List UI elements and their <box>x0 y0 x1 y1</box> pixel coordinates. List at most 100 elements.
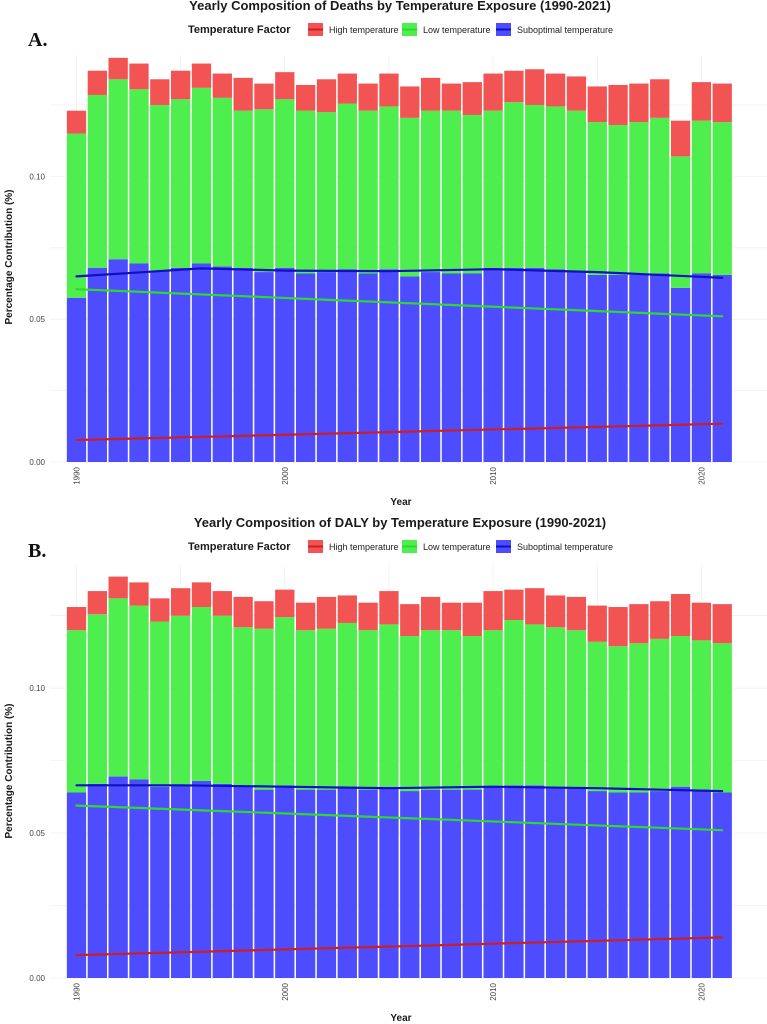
bar-high-temperature-1992 <box>108 57 128 80</box>
bar-suboptimal-temperature-2013 <box>545 269 566 462</box>
bar-suboptimal-temperature-2009 <box>462 273 482 462</box>
bar-low-temperature-2005 <box>379 624 399 787</box>
bar-low-temperature-2016 <box>608 646 628 793</box>
bar-low-temperature-2019 <box>670 156 691 288</box>
bar-high-temperature-1990 <box>66 607 87 631</box>
y-axis-ticks: 0.00 0.05 0.10 <box>29 684 45 983</box>
bar-suboptimal-temperature-1992 <box>108 776 128 978</box>
bar-low-temperature-2015 <box>587 641 607 792</box>
bar-high-temperature-2013 <box>545 595 566 628</box>
bar-low-temperature-2019 <box>670 636 691 787</box>
bar-low-temperature-1995 <box>171 615 191 786</box>
legend-label-suboptimal: Suboptimal temperature <box>517 25 613 35</box>
bar-suboptimal-temperature-2003 <box>337 786 357 978</box>
bar-suboptimal-temperature-2002 <box>316 272 337 462</box>
bar-high-temperature-2012 <box>525 69 545 105</box>
bar-high-temperature-2002 <box>316 596 337 629</box>
bar-suboptimal-temperature-1999 <box>254 272 274 462</box>
bar-low-temperature-2018 <box>650 638 670 792</box>
bar-suboptimal-temperature-2008 <box>441 273 462 462</box>
bar-low-temperature-1998 <box>233 110 253 268</box>
bar-high-temperature-1993 <box>129 582 149 606</box>
bar-high-temperature-2014 <box>566 596 587 631</box>
x-tick-label: 2020 <box>697 982 706 1000</box>
bar-low-temperature-2007 <box>420 110 441 273</box>
bar-suboptimal-temperature-2004 <box>358 273 378 462</box>
x-tick-label: 2020 <box>697 466 706 484</box>
bar-suboptimal-temperature-2018 <box>650 791 670 978</box>
bar-high-temperature-2003 <box>337 595 357 623</box>
bar-suboptimal-temperature-2012 <box>525 267 545 462</box>
bar-suboptimal-temperature-2006 <box>400 791 420 978</box>
y-tick-label: 0.10 <box>29 684 45 693</box>
bar-high-temperature-2001 <box>295 84 316 111</box>
bar-low-temperature-2012 <box>525 624 545 786</box>
bar-suboptimal-temperature-2015 <box>587 791 607 978</box>
bar-low-temperature-1996 <box>191 607 212 781</box>
bar-high-temperature-2007 <box>420 596 441 631</box>
bar-low-temperature-1993 <box>129 89 149 264</box>
trend-line-high-temperature <box>75 422 724 442</box>
bar-suboptimal-temperature-2020 <box>691 273 712 462</box>
bar-high-temperature-1991 <box>87 70 107 95</box>
bar-low-temperature-2013 <box>545 106 566 270</box>
deaths-chart-panel: Yearly Composition of Deaths by Temperat… <box>4 0 767 508</box>
bar-suboptimal-temperature-1998 <box>233 267 253 462</box>
legend-title: Temperature Factor <box>188 24 291 36</box>
bar-suboptimal-temperature-1991 <box>87 783 107 978</box>
legend-label-low: Low temperature <box>423 542 491 552</box>
bar-suboptimal-temperature-2016 <box>608 792 628 978</box>
bar-low-temperature-1995 <box>171 99 191 268</box>
bar-suboptimal-temperature-1995 <box>171 267 191 462</box>
bar-suboptimal-temperature-2003 <box>337 269 357 462</box>
bar-high-temperature-2020 <box>691 602 712 641</box>
bar-high-temperature-1996 <box>191 63 212 88</box>
y-tick-label: 0.05 <box>29 315 45 324</box>
bar-high-temperature-2018 <box>650 79 670 118</box>
bar-low-temperature-2006 <box>400 117 420 277</box>
y-tick-label: 0.10 <box>29 172 45 181</box>
bar-high-temperature-2009 <box>462 602 482 637</box>
y-tick-label: 0.05 <box>29 829 45 838</box>
bar-high-temperature-1998 <box>233 596 253 628</box>
bar-low-temperature-1992 <box>108 598 128 777</box>
bar-suboptimal-temperature-2020 <box>691 789 712 978</box>
bar-low-temperature-1998 <box>233 627 253 787</box>
trend-line-low-temperature <box>75 288 724 318</box>
y-axis-ticks: 0.00 0.05 0.10 <box>29 172 45 467</box>
bar-suboptimal-temperature-1991 <box>87 267 107 462</box>
bar-low-temperature-2014 <box>566 110 587 271</box>
bar-high-temperature-2019 <box>670 593 691 636</box>
bar-high-temperature-2015 <box>587 86 607 123</box>
bar-low-temperature-2002 <box>316 628 337 790</box>
bar-low-temperature-2009 <box>462 636 482 790</box>
bar-suboptimal-temperature-1996 <box>191 263 212 462</box>
chart-title: Yearly Composition of Deaths by Temperat… <box>189 0 611 13</box>
trend-line-low-temperature <box>75 804 724 832</box>
legend-label-high: High temperature <box>329 542 399 552</box>
bar-high-temperature-2005 <box>379 591 399 625</box>
bar-high-temperature-2000 <box>275 72 295 100</box>
bar-low-temperature-2001 <box>295 630 316 790</box>
bar-suboptimal-temperature-2004 <box>358 789 378 978</box>
bar-low-temperature-1990 <box>66 133 87 298</box>
legend-label-high: High temperature <box>329 25 399 35</box>
bar-suboptimal-temperature-2021 <box>712 274 732 462</box>
bar-low-temperature-2012 <box>525 104 545 268</box>
bar-suboptimal-temperature-2017 <box>629 792 649 978</box>
x-tick-label: 2000 <box>281 982 290 1000</box>
bar-suboptimal-temperature-2011 <box>504 267 524 462</box>
bar-low-temperature-2011 <box>504 102 524 268</box>
legend-item-high-temperature: High temperature <box>308 540 399 553</box>
bar-high-temperature-2013 <box>545 73 566 107</box>
bar-low-temperature-2020 <box>691 640 712 790</box>
trend-line-suboptimal-temperature <box>75 267 724 279</box>
bar-low-temperature-1990 <box>66 630 87 793</box>
bar-suboptimal-temperature-2012 <box>525 785 545 978</box>
bar-high-temperature-2017 <box>629 604 649 644</box>
bar-suboptimal-temperature-2010 <box>483 786 503 978</box>
bars <box>66 576 732 978</box>
bars <box>66 57 732 462</box>
trend-line-high-temperature <box>75 936 724 957</box>
bar-suboptimal-temperature-1990 <box>66 792 87 978</box>
